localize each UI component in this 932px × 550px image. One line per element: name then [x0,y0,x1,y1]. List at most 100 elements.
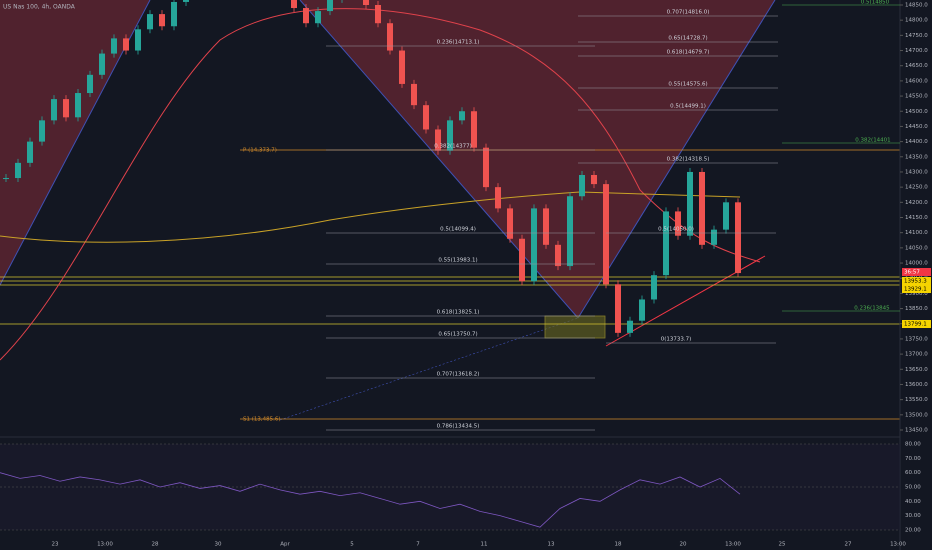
time-tick-label: 11 [481,542,488,548]
candle [471,111,477,148]
moving-average [0,191,741,243]
time-tick-label: 13:00 [97,542,113,548]
rsi-tick-label: 30.00 [905,513,921,519]
price-tag [902,285,931,293]
price-tick-label: 14850.0 [905,3,928,9]
candle [123,38,129,51]
candle [27,141,33,163]
candle [423,105,429,130]
fib-label: 0.55(13983.1) [438,258,477,264]
price-tick-label: 14700.0 [905,48,928,54]
channel-zone [300,0,775,318]
candle [603,184,609,285]
price-tick-label: 14150.0 [905,215,928,221]
fib-label: 0(13733.7) [661,337,692,343]
fib-label: 0.236(14713.1) [437,40,480,46]
candle [411,83,417,106]
rsi-tick-label: 50.00 [905,485,921,491]
candle [615,284,621,333]
candle [387,23,393,51]
rsi-line [0,472,741,528]
candle [723,202,729,230]
candle [363,0,369,5]
fib-label: 0.786(13434.5) [437,424,480,430]
time-tick-label: 27 [845,542,852,548]
symbol-title: US Nas 100, 4h, OANDA [3,4,76,11]
pivot-label: P (14,373.7) [243,148,277,154]
candles [3,0,741,337]
fib-label: 0.382(14377) [434,144,472,150]
rsi-tick-label: 60.00 [905,470,921,476]
rsi-tick-label: 80.00 [905,442,921,448]
price-tag-label: 13953.3 [904,279,927,285]
side-label: 0.382(14401 [855,138,890,144]
fib-label: 0.382(14318.5) [667,157,710,163]
time-tick-label: 23 [52,542,59,548]
candle [495,187,501,209]
time-tick-label: 13 [548,542,555,548]
price-tick-label: 14250.0 [905,185,928,191]
price-tick-label: 13550.0 [905,397,928,403]
zone-box [544,315,606,339]
price-tag-label: 13799.1 [904,322,927,328]
time-tick-label: 13:00 [725,542,741,548]
price-tick-label: 14050.0 [905,245,928,251]
fib-label: 0.55(14575.6) [668,82,707,88]
time-tick-label: 13:00 [890,542,906,548]
price-tick-label: 13750.0 [905,336,928,342]
price-tag [902,268,931,276]
price-tick-label: 14550.0 [905,94,928,100]
price-tag-label: 36:57 [904,270,920,276]
candle [543,208,549,245]
candle [507,208,513,239]
price-tick-label: 13650.0 [905,367,928,373]
candle [435,129,441,151]
candle [699,171,705,245]
candle [75,93,81,118]
candle [591,175,597,185]
price-tick-label: 13850.0 [905,306,928,312]
price-tag-label: 13929.1 [904,287,927,293]
candle [327,0,333,12]
fib-label: 0.5(14050.0) [658,227,694,233]
price-tick-label: 14750.0 [905,33,928,39]
candle [567,196,573,267]
price-tick-label: 14450.0 [905,124,928,130]
price-tick-label: 13700.0 [905,352,928,358]
side-label: 0.236(13845 [854,306,890,312]
price-tick-label: 14350.0 [905,154,928,160]
candle [99,53,105,75]
candle [399,50,405,84]
moving-average [0,8,761,361]
candle [651,275,657,300]
price-tick-label: 13500.0 [905,412,928,418]
time-tick-label: 18 [615,542,622,548]
candle [291,0,297,9]
candle [111,38,117,54]
candle [639,299,645,321]
price-tick-label: 14000.0 [905,261,928,267]
candle [315,11,321,24]
time-tick-label: 20 [680,542,687,548]
candle [303,8,309,24]
candle [87,74,93,94]
candle [375,5,381,24]
time-tick-label: 5 [350,542,354,548]
candle [519,238,525,282]
price-tick-label: 13600.0 [905,382,928,388]
candle [171,1,177,27]
fib-label: 0.618(13825.1) [437,310,480,316]
candle [147,14,153,30]
candle [447,120,453,151]
candle [159,14,165,27]
candle [687,171,693,236]
candle [555,244,561,267]
candle [735,202,741,274]
pivot-label: S1 (13,485.6) [243,417,281,423]
candle [39,120,45,142]
candle [483,147,489,188]
candle [675,211,681,236]
candle [3,178,9,180]
price-tick-label: 14200.0 [905,200,928,206]
